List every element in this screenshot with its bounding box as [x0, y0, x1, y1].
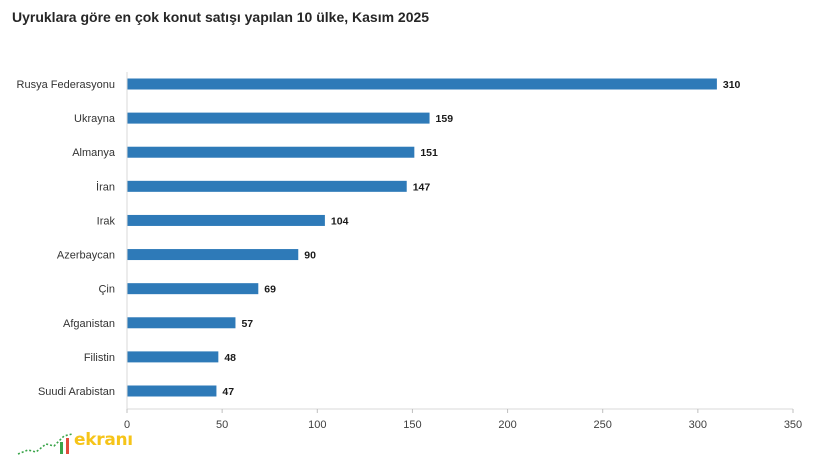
data-label: 90 [304, 250, 316, 262]
x-tick-label: 300 [689, 419, 707, 431]
bar [127, 180, 407, 192]
x-tick-label: 200 [498, 419, 516, 431]
data-label: 310 [723, 79, 741, 91]
logo-graph-icon [17, 433, 73, 455]
bar [127, 249, 299, 261]
bar [127, 317, 236, 329]
category-label: Afganistan [63, 318, 115, 330]
bar [127, 351, 219, 363]
data-label: 47 [222, 386, 234, 398]
category-label: Azerbaycan [57, 250, 115, 262]
category-label: Filistin [84, 352, 115, 364]
x-tick-label: 350 [784, 419, 802, 431]
category-label: Suudi Arabistan [38, 386, 115, 398]
category-label: Rusya Federasyonu [17, 79, 115, 91]
x-tick-label: 0 [124, 419, 130, 431]
category-label: Çin [98, 284, 115, 296]
data-label: 48 [224, 352, 236, 364]
category-label: Ukrayna [74, 113, 116, 125]
watermark-logo: ekranı [14, 428, 144, 458]
watermark-text: ekranı [74, 430, 133, 450]
x-tick-label: 250 [594, 419, 612, 431]
x-tick-label: 150 [403, 419, 421, 431]
bar [127, 283, 259, 295]
x-tick-label: 50 [216, 419, 228, 431]
bar [127, 146, 415, 158]
data-label: 151 [420, 147, 438, 159]
chart-title: Uyruklara göre en çok konut satışı yapıl… [12, 9, 430, 25]
x-tick-label: 100 [308, 419, 326, 431]
category-label: Almanya [72, 147, 116, 159]
data-label: 57 [241, 318, 253, 330]
data-label: 159 [436, 113, 454, 125]
category-label: Irak [97, 215, 116, 227]
data-label: 147 [413, 181, 431, 193]
category-label: İran [96, 180, 115, 193]
bar [127, 214, 325, 226]
bar [127, 112, 430, 124]
data-label: 69 [264, 284, 276, 296]
bar [127, 78, 717, 90]
bar [127, 385, 217, 397]
data-label: 104 [331, 215, 349, 227]
